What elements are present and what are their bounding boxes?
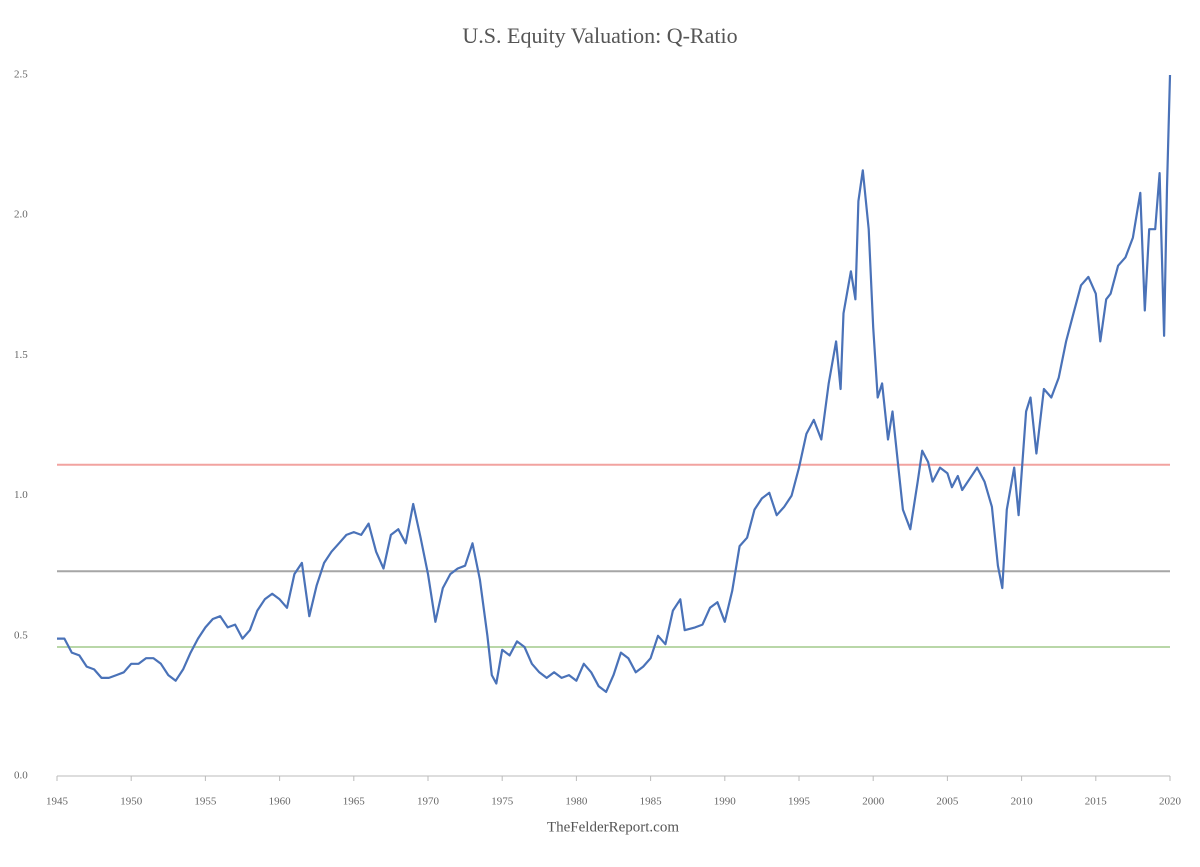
x-tick-label: 1980 xyxy=(565,796,588,808)
y-tick-label: 1.0 xyxy=(14,489,28,501)
source: TheFelderReport.com xyxy=(547,819,679,835)
x-tick-label: 2010 xyxy=(1011,796,1034,808)
x-tick-label: 2005 xyxy=(936,796,959,808)
y-tick-label: 1.5 xyxy=(14,349,28,361)
chart-title: U.S. Equity Valuation: Q-Ratio xyxy=(462,23,737,48)
x-tick-label: 1950 xyxy=(120,796,143,808)
x-tick-label: 1965 xyxy=(343,796,366,808)
x-tick-label: 1990 xyxy=(714,796,737,808)
x-tick-label: 1945 xyxy=(46,796,69,808)
x-tick-label: 1960 xyxy=(269,796,292,808)
y-tick-label: 0.5 xyxy=(14,629,28,641)
x-tick-label: 2000 xyxy=(862,796,885,808)
y-tick-label: 2.5 xyxy=(14,69,28,81)
x-tick-label: 1975 xyxy=(491,796,514,808)
x-tick-label: 2020 xyxy=(1159,796,1182,808)
x-tick-label: 2015 xyxy=(1085,796,1108,808)
x-tick-label: 1985 xyxy=(640,796,663,808)
x-tick-label: 1970 xyxy=(417,796,440,808)
y-tick-label: 2.0 xyxy=(14,209,28,221)
x-tick-label: 1955 xyxy=(194,796,217,808)
x-tick-label: 1995 xyxy=(788,796,811,808)
y-tick-label: 0.0 xyxy=(14,770,28,782)
data-line xyxy=(57,74,1172,693)
